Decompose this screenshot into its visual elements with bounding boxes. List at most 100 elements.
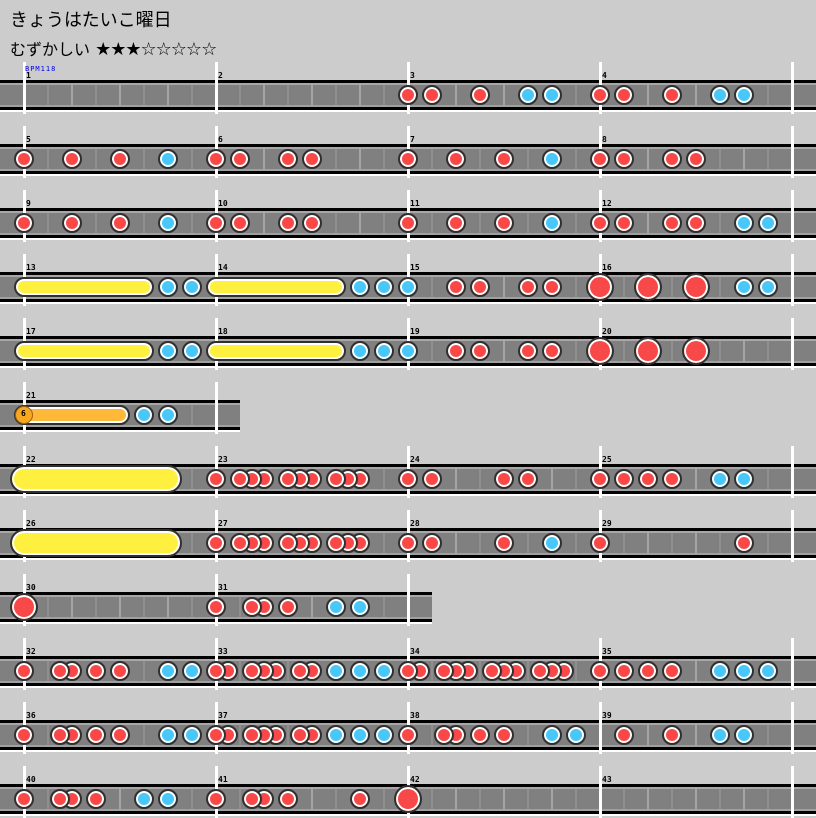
don-note: [398, 725, 418, 745]
beat-gridline: [575, 533, 577, 553]
beat-gridline: [239, 597, 241, 617]
beat-gridline: [767, 533, 769, 553]
beat-gridline: [479, 149, 481, 169]
ka-note: [182, 661, 202, 681]
measure-number: 9: [26, 199, 31, 208]
beat-gridline: [527, 789, 529, 809]
difficulty-stars: ★★★☆☆☆☆☆: [95, 39, 217, 60]
beat-gridline: [311, 789, 313, 809]
don-note: [50, 789, 70, 809]
beat-gridline: [287, 725, 289, 745]
beat-gridline: [383, 149, 385, 169]
beat-gridline: [263, 85, 265, 105]
don-note: [494, 149, 514, 169]
beat-gridline: [695, 789, 697, 809]
don-note: [230, 533, 250, 553]
don-note: [14, 213, 34, 233]
measure-number: 5: [26, 135, 31, 144]
don-note: [86, 725, 106, 745]
barline: [791, 446, 794, 498]
measure-number: 6: [218, 135, 223, 144]
don-note: [302, 149, 322, 169]
lane-edge: [0, 430, 240, 432]
measure-number: 19: [410, 327, 420, 336]
don-note: [590, 469, 610, 489]
beat-gridline: [95, 213, 97, 233]
don-note: [518, 277, 538, 297]
barline: [791, 62, 794, 114]
beat-gridline: [527, 149, 529, 169]
measure-number: 27: [218, 519, 228, 528]
beat-gridline: [575, 213, 577, 233]
don-note: [326, 533, 346, 553]
beat-gridline: [767, 341, 769, 361]
don-note: [734, 533, 754, 553]
don-note: [398, 661, 418, 681]
big-don-note: [682, 337, 710, 365]
ka-note: [710, 725, 730, 745]
don-note: [14, 789, 34, 809]
ka-note: [518, 85, 538, 105]
ka-note: [710, 661, 730, 681]
don-note: [86, 661, 106, 681]
don-note: [470, 85, 490, 105]
measure-number: 21: [26, 391, 36, 400]
beat-gridline: [719, 341, 721, 361]
don-note: [614, 661, 634, 681]
measure-number: 1: [26, 71, 31, 80]
beat-gridline: [647, 725, 649, 745]
beat-gridline: [119, 85, 121, 105]
beat-gridline: [191, 597, 193, 617]
beat-gridline: [47, 789, 49, 809]
don-note: [686, 149, 706, 169]
beat-gridline: [431, 789, 433, 809]
barline: [215, 62, 218, 114]
ka-note: [758, 277, 778, 297]
measure-number: 3: [410, 71, 415, 80]
beat-gridline: [719, 213, 721, 233]
big-drumroll: [10, 465, 182, 493]
ka-note: [542, 213, 562, 233]
beat-gridline: [479, 789, 481, 809]
don-note: [278, 533, 298, 553]
ka-note: [326, 725, 346, 745]
beat-gridline: [431, 213, 433, 233]
measure-number: 16: [602, 263, 612, 272]
don-note: [434, 725, 454, 745]
beat-gridline: [695, 85, 697, 105]
don-note: [470, 277, 490, 297]
barline: [23, 62, 26, 114]
beat-gridline: [311, 597, 313, 617]
measure-number: 35: [602, 647, 612, 656]
measure-number: 37: [218, 711, 228, 720]
ka-note: [326, 661, 346, 681]
beat-gridline: [239, 85, 241, 105]
ka-note: [158, 341, 178, 361]
ka-note: [758, 213, 778, 233]
beat-gridline: [455, 789, 457, 809]
don-note: [206, 149, 226, 169]
big-don-note: [586, 337, 614, 365]
don-note: [494, 469, 514, 489]
measure-number: 24: [410, 455, 420, 464]
don-note: [110, 661, 130, 681]
big-don-note: [586, 273, 614, 301]
beat-gridline: [143, 149, 145, 169]
beat-gridline: [191, 789, 193, 809]
don-note: [278, 149, 298, 169]
don-note: [662, 661, 682, 681]
beat-gridline: [47, 661, 49, 681]
barline: [599, 766, 602, 818]
beat-gridline: [335, 149, 337, 169]
don-note: [614, 725, 634, 745]
don-note: [86, 789, 106, 809]
don-note: [14, 725, 34, 745]
beat-gridline: [647, 149, 649, 169]
balloon-head: [15, 406, 33, 424]
measure-number: 40: [26, 775, 36, 784]
measure-number: 13: [26, 263, 36, 272]
measure-number: 42: [410, 775, 420, 784]
barline: [791, 510, 794, 562]
barline: [599, 702, 602, 754]
beat-gridline: [479, 533, 481, 553]
